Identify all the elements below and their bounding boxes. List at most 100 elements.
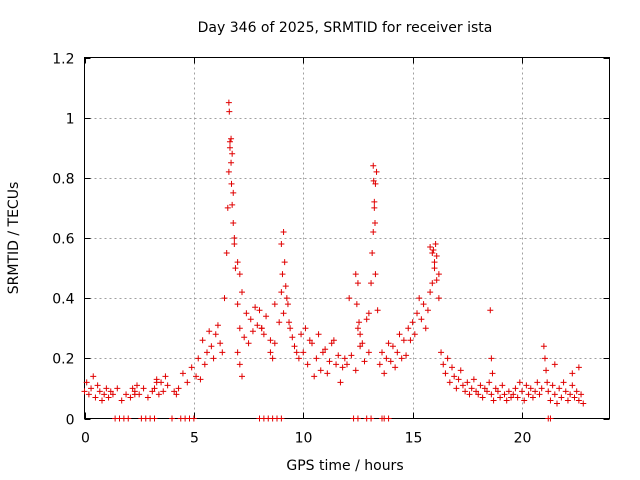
data-point [230, 219, 237, 226]
data-point [81, 388, 88, 395]
data-point [295, 355, 302, 362]
data-point [363, 316, 370, 323]
y-tick-label: 1 [66, 112, 75, 128]
data-point [271, 301, 278, 308]
data-point [547, 415, 554, 422]
data-point [373, 168, 380, 175]
data-point [245, 340, 252, 347]
data-point [231, 235, 238, 241]
data-point [83, 379, 90, 386]
data-point [446, 379, 453, 386]
data-point [283, 295, 290, 302]
data-point [543, 367, 550, 374]
data-point [431, 259, 438, 266]
data-point [223, 250, 230, 257]
data-point [309, 340, 315, 347]
data-point [403, 352, 410, 359]
data-point [149, 388, 156, 395]
data-point [370, 177, 377, 184]
data-point [293, 349, 300, 356]
data-point [352, 271, 359, 278]
x-tick-label: 0 [81, 431, 90, 447]
data-point [372, 219, 378, 226]
data-point [376, 361, 383, 368]
data-point [236, 271, 243, 278]
data-point [234, 349, 241, 356]
data-point [279, 271, 286, 278]
data-point [344, 361, 350, 368]
data-point [411, 331, 418, 338]
data-point [479, 394, 486, 401]
data-point [228, 159, 235, 166]
data-point [326, 358, 333, 365]
data-point [197, 376, 204, 383]
data-point [573, 388, 580, 395]
data-point [385, 340, 392, 347]
data-point [368, 280, 375, 287]
data-point [538, 385, 545, 392]
data-point [368, 415, 375, 422]
data-point [398, 355, 405, 362]
data-point [435, 295, 442, 302]
data-point [400, 337, 407, 344]
data-point [457, 367, 464, 374]
data-point [560, 379, 567, 386]
data-point [475, 391, 482, 398]
data-point [278, 289, 285, 296]
data-point [462, 388, 469, 395]
data-point [337, 379, 344, 386]
data-point [545, 388, 552, 395]
data-point [387, 358, 394, 365]
data-point [354, 280, 361, 287]
data-point [263, 313, 270, 320]
data-point [158, 379, 165, 386]
data-point [226, 138, 233, 145]
data-point [540, 343, 547, 350]
data-point [212, 331, 219, 338]
data-point [151, 385, 158, 392]
data-point [361, 358, 368, 365]
y-axis-label: SRMTID / TECUs [6, 182, 22, 295]
data-point [575, 397, 582, 404]
data-point [289, 334, 296, 341]
data-point [317, 367, 324, 374]
data-point [92, 394, 99, 401]
data-point [489, 370, 496, 377]
data-point [155, 391, 162, 398]
data-point [153, 376, 160, 383]
data-point [249, 328, 256, 335]
data-point [383, 355, 390, 362]
data-point [440, 361, 447, 368]
data-point [269, 355, 276, 362]
data-point [379, 349, 385, 356]
data-point [151, 415, 158, 422]
data-point [532, 388, 539, 395]
data-point [556, 385, 563, 392]
data-point [356, 319, 363, 326]
data-point [354, 325, 361, 332]
data-point [414, 310, 420, 317]
data-point [234, 259, 241, 266]
data-point [221, 295, 228, 302]
data-point [109, 391, 116, 398]
data-point [510, 391, 517, 398]
y-tick-label: 1.2 [52, 52, 74, 68]
data-point [228, 135, 235, 142]
data-point [501, 391, 508, 398]
data-point [281, 259, 288, 266]
data-point [571, 394, 578, 401]
x-tick-label: 10 [295, 431, 313, 447]
data-point [549, 382, 556, 389]
data-point [442, 370, 449, 377]
data-point [464, 379, 471, 386]
data-point [420, 301, 427, 308]
data-point [449, 364, 455, 371]
data-point [523, 382, 530, 389]
data-point [324, 370, 331, 377]
data-point [551, 361, 558, 368]
data-point [422, 325, 429, 332]
data-point [558, 394, 565, 401]
data-point [369, 250, 376, 257]
y-tick-label: 0.4 [52, 292, 74, 308]
data-point [169, 415, 175, 422]
